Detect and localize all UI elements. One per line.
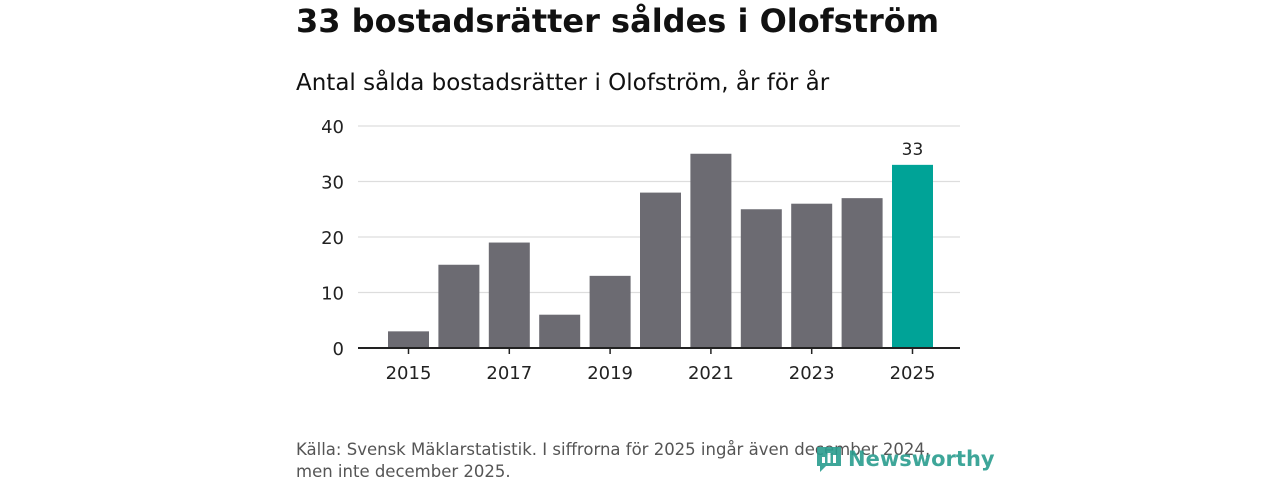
data-label: 33 — [902, 140, 924, 160]
bar-2016 — [438, 264, 480, 348]
chart-headline: 33 bostadsrätter såldes i Olofström — [296, 2, 940, 40]
y-tick-label: 10 — [321, 284, 344, 305]
bar-2017 — [488, 242, 530, 348]
newsworthy-logo-icon — [817, 447, 841, 472]
bar-2021 — [690, 153, 732, 348]
source-note: Källa: Svensk Mäklarstatistik. I siffror… — [296, 440, 931, 481]
x-tick-label: 2017 — [486, 363, 532, 384]
y-tick-label: 40 — [321, 117, 344, 138]
bar-2022 — [740, 209, 782, 348]
y-tick-label: 20 — [321, 228, 344, 249]
bar-2023 — [791, 203, 833, 348]
bar-chart: 0 10 20 30 40 33 2015 2017 2019 2021 2023 2025 — [321, 117, 960, 384]
x-tick-label: 2025 — [890, 363, 936, 384]
bar-2020 — [640, 192, 681, 348]
bar-2015 — [388, 331, 429, 348]
x-tick-label: 2019 — [587, 363, 633, 384]
logo-text: Newsworthy — [848, 447, 995, 471]
bar-2024 — [841, 198, 883, 348]
bar-2018 — [539, 314, 581, 348]
x-tick-label: 2023 — [789, 363, 835, 384]
newsworthy-logo: Newsworthy — [814, 444, 995, 474]
bar-2025 — [892, 164, 933, 348]
y-tick-label: 0 — [333, 339, 344, 360]
chart-subtitle: Antal sålda bostadsrätter i Olofström, å… — [296, 70, 830, 96]
y-tick-label: 30 — [321, 173, 344, 194]
bar-2019 — [589, 275, 631, 348]
x-tick-label: 2021 — [688, 363, 734, 384]
x-tick-label: 2015 — [386, 363, 432, 384]
